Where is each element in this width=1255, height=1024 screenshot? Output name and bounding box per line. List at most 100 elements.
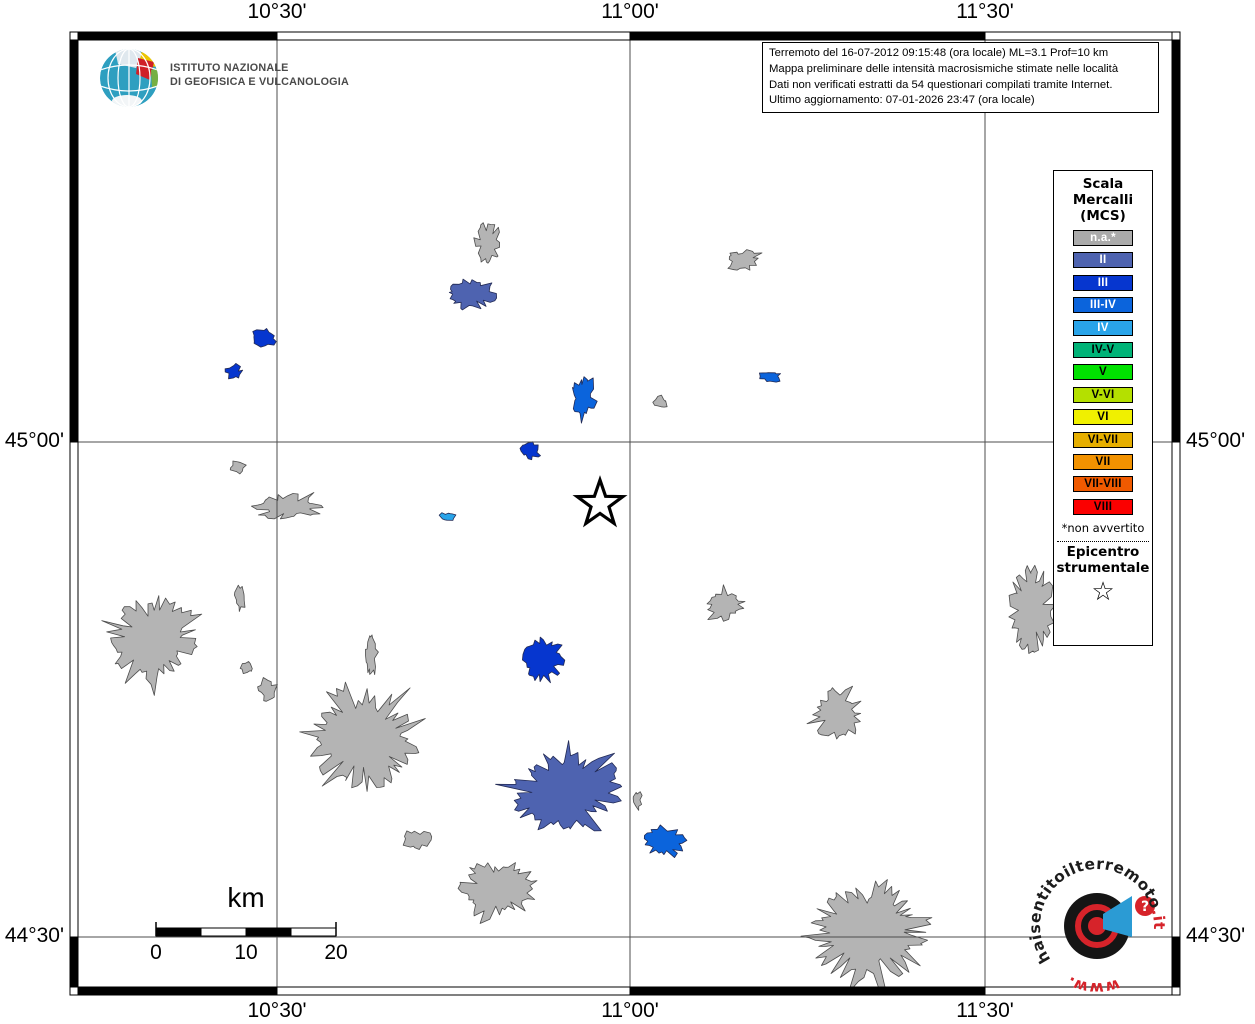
legend-title-line1: Scala	[1082, 176, 1124, 192]
municipality-intensity-na	[632, 791, 643, 811]
municipality-intensity-na	[299, 681, 426, 792]
municipality-intensity-na	[234, 584, 246, 612]
frame-segment	[1171, 441, 1181, 938]
frame-segment	[69, 986, 79, 996]
frame-segment	[69, 39, 79, 443]
legend-title-line2: Mercalli	[1072, 192, 1134, 208]
axis-label-top: 11°00'	[601, 0, 659, 23]
legend-row-iiiiv: III-IV	[1073, 297, 1133, 314]
event-info-line3: Dati non verificati estratti da 54 quest…	[769, 78, 1113, 91]
municipality-intensity-na	[229, 460, 247, 475]
axis-label-top: 11°30'	[956, 0, 1014, 23]
frame-segment	[1171, 986, 1181, 996]
epicenter-legend-label: Epicentro strumentale	[1054, 545, 1152, 576]
event-info-line4: Ultimo aggiornamento: 07-01-2026 23:47 (…	[769, 94, 1035, 107]
legend-footnote: *non avvertito	[1061, 521, 1145, 536]
municipality-intensity-na	[1008, 564, 1057, 654]
epicenter-legend-star-icon: ☆	[1091, 577, 1115, 608]
legend-row-vii: VII	[1073, 453, 1133, 470]
watermark-text-it: .it	[1148, 907, 1168, 930]
scalebar-segment	[290, 927, 337, 937]
ingv-logo-text: ISTITUTO NAZIONALE DI GEOFISICA E VULCAN…	[170, 61, 349, 89]
frame-segment	[629, 31, 986, 41]
question-mark: ?	[1141, 899, 1149, 915]
ingv-globe-logo	[100, 49, 158, 107]
municipality-intensity-III	[519, 441, 541, 461]
legend-divider	[1057, 541, 1149, 543]
frame-segment	[1171, 39, 1181, 443]
ingv-logo-text-line2: DI GEOFISICA E VULCANOLOGIA	[170, 76, 349, 88]
frame-segment	[1171, 31, 1181, 41]
epicenter-label-line1: Epicentro	[1066, 544, 1140, 561]
event-info-line2: Mappa preliminare delle intensità macros…	[769, 62, 1119, 75]
frame-segment	[77, 986, 278, 996]
legend-row-ii: II	[1073, 252, 1133, 269]
axis-label-right: 45°00'	[1186, 429, 1246, 452]
scalebar-segment	[200, 927, 247, 937]
legend-row-ivv: IV-V	[1073, 341, 1133, 358]
legend-title-line3: (MCS)	[1080, 208, 1126, 224]
frame-segment	[276, 986, 631, 996]
municipality-intensity-na	[251, 492, 324, 520]
municipality-intensity-III	[252, 328, 277, 348]
axis-label-left: 45°00'	[4, 429, 64, 452]
municipality-intensity-na	[706, 584, 746, 622]
municipality-intensity-na	[652, 394, 668, 408]
municipality-intensity-III-IV	[572, 376, 598, 424]
frame-segment	[69, 441, 79, 938]
legend-row-viiviii: VII-VIII	[1073, 476, 1133, 493]
haisentitoilterremoto-logo: ? haisentitoilterremoto .it www.	[1026, 855, 1168, 997]
axis-label-bottom: 11°30'	[956, 999, 1014, 1022]
megaphone-icon	[1103, 896, 1132, 937]
municipality-intensity-IV	[438, 512, 457, 521]
municipality-polygons-layer	[101, 222, 1057, 994]
municipality-intensity-III	[224, 363, 244, 380]
municipality-intensity-na	[473, 222, 500, 264]
municipality-intensity-III-IV	[643, 824, 688, 858]
legend-row-iv: IV	[1073, 319, 1133, 336]
scalebar-unit-label: km	[227, 882, 265, 913]
legend-row-vi: VI	[1073, 409, 1133, 426]
municipality-intensity-II	[495, 740, 623, 832]
legend-rows: n.a.* II III III-IV IV IV-V V V-VI VI VI-VII VII VI…	[1054, 230, 1152, 515]
frame-segment	[69, 936, 79, 988]
frame-segment	[69, 31, 79, 41]
event-info-line1: Terremoto del 16-07-2012 09:15:48 (ora l…	[769, 47, 1109, 59]
frame-segment	[629, 986, 986, 996]
municipality-intensity-II	[448, 278, 497, 311]
municipality-intensity-na	[402, 830, 433, 850]
legend-row-v: V	[1073, 364, 1133, 381]
frame-segment	[984, 31, 1173, 41]
scalebar-tick-label: 0	[150, 941, 162, 964]
scalebar-segment	[245, 927, 292, 937]
municipality-intensity-na	[457, 862, 538, 924]
axis-label-top: 10°30'	[247, 0, 307, 23]
frame-segment	[276, 31, 631, 41]
legend-row-n.a.: n.a.*	[1073, 230, 1133, 246]
ingv-logo-text-line1: ISTITUTO NAZIONALE	[170, 62, 289, 74]
municipality-intensity-na	[800, 879, 933, 994]
municipality-intensity-III	[522, 636, 566, 684]
axis-label-bottom: 11°00'	[601, 999, 659, 1022]
municipality-intensity-na	[365, 634, 379, 675]
map-frame-border	[69, 31, 1181, 996]
municipality-intensity-na	[257, 677, 278, 702]
epicenter-label-line2: strumentale	[1056, 559, 1150, 576]
epicenter-star-icon	[572, 475, 628, 528]
frame-segment	[77, 31, 278, 41]
axis-label-bottom: 10°30'	[247, 999, 307, 1022]
municipality-intensity-na	[806, 685, 862, 740]
municipality-intensity-na	[239, 661, 253, 674]
municipality-intensity-na	[101, 595, 203, 696]
municipality-intensity-III-IV	[759, 372, 781, 383]
scale-bar	[155, 922, 337, 937]
municipality-intensity-na	[727, 249, 763, 271]
legend-row-vvi: V-VI	[1073, 386, 1133, 403]
scalebar-tick-label: 10	[234, 941, 258, 964]
question-badge	[1135, 896, 1155, 916]
gridlines-layer	[78, 40, 1172, 987]
frame-segment	[1171, 936, 1181, 988]
legend-row-iii: III	[1073, 274, 1133, 291]
